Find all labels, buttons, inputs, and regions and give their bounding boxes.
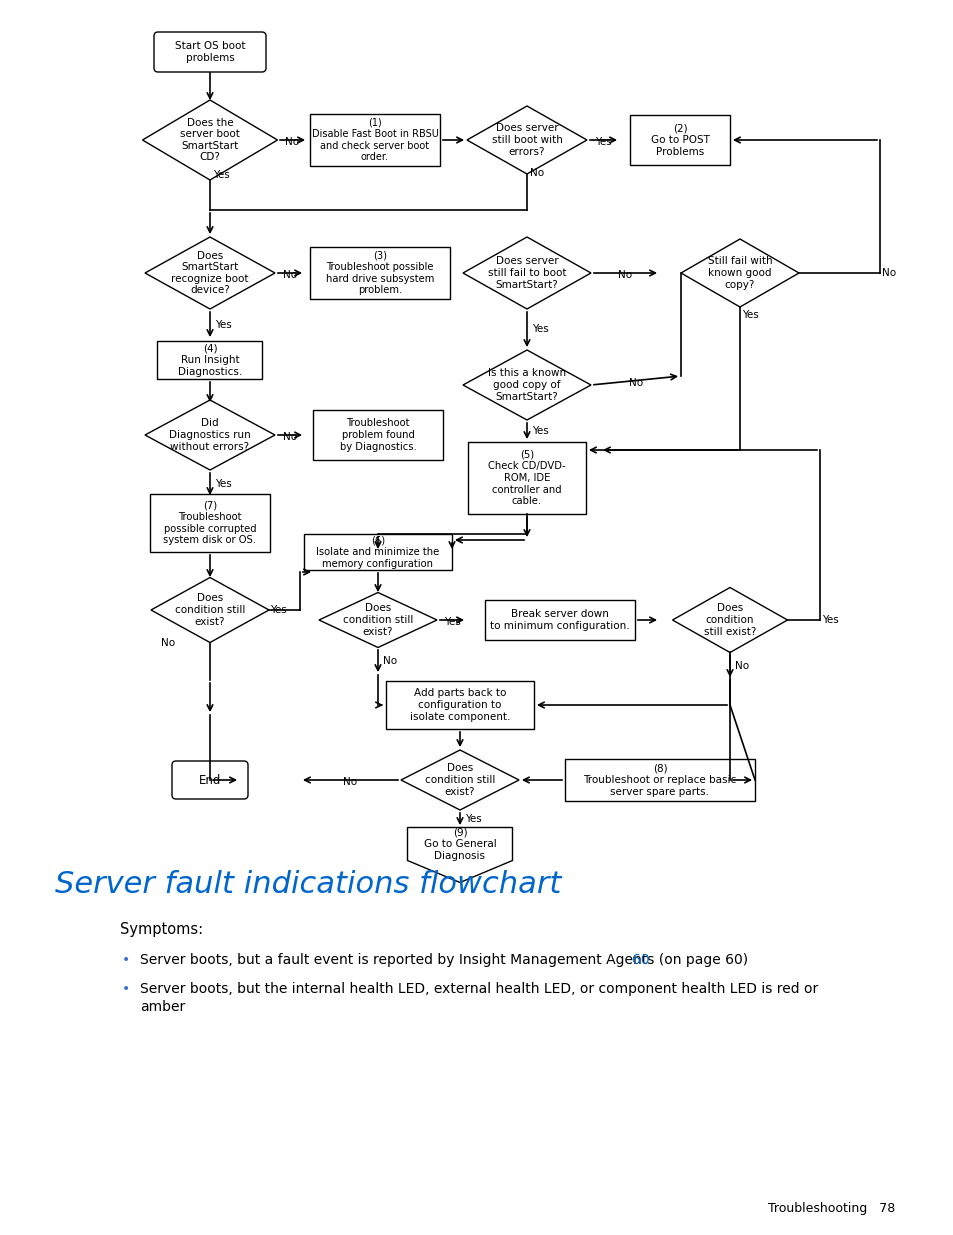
Text: No: No	[628, 378, 642, 388]
Text: Server fault indications flowchart: Server fault indications flowchart	[55, 869, 560, 899]
Bar	[564, 760, 754, 802]
Text: Yes: Yes	[532, 426, 548, 436]
Bar	[310, 114, 439, 165]
Bar	[150, 494, 270, 552]
Bar	[157, 341, 262, 379]
Text: (9)
Go to General
Diagnosis: (9) Go to General Diagnosis	[423, 827, 496, 861]
Text: Did
Diagnostics run
without errors?: Did Diagnostics run without errors?	[169, 419, 251, 452]
Text: Server boots, but the internal health LED, external health LED, or component hea: Server boots, but the internal health LE…	[140, 982, 818, 995]
Text: (6)
Isolate and minimize the
memory configuration: (6) Isolate and minimize the memory conf…	[316, 536, 439, 568]
Text: Still fail with
known good
copy?: Still fail with known good copy?	[707, 257, 772, 289]
Text: Is this a known
good copy of
SmartStart?: Is this a known good copy of SmartStart?	[487, 368, 565, 401]
Text: Yes: Yes	[214, 479, 232, 489]
Text: No: No	[734, 661, 748, 671]
Text: Break server down
to minimum configuration.: Break server down to minimum configurati…	[490, 609, 629, 631]
Text: No: No	[343, 777, 357, 787]
Text: No: No	[283, 270, 296, 280]
Text: Yes: Yes	[595, 137, 611, 147]
Text: Symptoms:: Symptoms:	[120, 923, 203, 937]
Text: Yes: Yes	[741, 310, 758, 320]
Text: Does server
still fail to boot
SmartStart?: Does server still fail to boot SmartStar…	[487, 257, 566, 289]
Text: Does
condition still
exist?: Does condition still exist?	[342, 604, 413, 636]
Text: •: •	[122, 953, 131, 967]
Text: Yes: Yes	[213, 170, 230, 180]
Text: No: No	[285, 137, 299, 147]
Bar	[313, 410, 442, 459]
Text: Troubleshooting   78: Troubleshooting 78	[767, 1202, 894, 1215]
Text: amber: amber	[140, 1000, 185, 1014]
Text: Yes: Yes	[821, 615, 838, 625]
Text: (5)
Check CD/DVD-
ROM, IDE
controller and
cable.: (5) Check CD/DVD- ROM, IDE controller an…	[488, 450, 565, 506]
Text: Does server
still boot with
errors?: Does server still boot with errors?	[491, 124, 562, 157]
Bar	[468, 442, 585, 514]
Text: Does
condition
still exist?: Does condition still exist?	[703, 604, 756, 636]
Text: (4)
Run Insight
Diagnostics.: (4) Run Insight Diagnostics.	[177, 343, 242, 377]
Text: No: No	[161, 638, 174, 648]
Bar	[386, 680, 534, 729]
Text: Server boots, but a fault event is reported by Insight Management Agents (on pag: Server boots, but a fault event is repor…	[140, 953, 747, 967]
Text: 60: 60	[631, 953, 649, 967]
Bar	[629, 115, 729, 165]
Text: Yes: Yes	[270, 605, 287, 615]
Bar	[484, 600, 635, 640]
Text: Yes: Yes	[464, 814, 481, 824]
Text: Yes: Yes	[214, 320, 232, 330]
Text: (3)
Troubleshoot possible
hard drive subsystem
problem.: (3) Troubleshoot possible hard drive sub…	[326, 251, 434, 295]
Text: Yes: Yes	[443, 618, 460, 627]
Text: Start OS boot
problems: Start OS boot problems	[174, 41, 245, 63]
Text: Does
condition still
exist?: Does condition still exist?	[174, 593, 245, 626]
Text: No: No	[530, 168, 543, 178]
Text: (7)
Troubleshoot
possible corrupted
system disk or OS.: (7) Troubleshoot possible corrupted syst…	[163, 500, 256, 546]
Text: (8)
Troubleshoot or replace basic
server spare parts.: (8) Troubleshoot or replace basic server…	[583, 763, 736, 797]
Text: Add parts back to
configuration to
isolate component.: Add parts back to configuration to isola…	[410, 688, 510, 721]
Bar	[304, 534, 452, 571]
Text: No: No	[382, 656, 396, 666]
Text: No: No	[618, 270, 632, 280]
Text: (1)
Disable Fast Boot in RBSU
and check server boot
order.: (1) Disable Fast Boot in RBSU and check …	[312, 117, 438, 162]
Bar	[310, 247, 450, 299]
Text: Does
condition still
exist?: Does condition still exist?	[424, 763, 495, 797]
Text: Does the
server boot
SmartStart
CD?: Does the server boot SmartStart CD?	[180, 117, 240, 162]
Text: •: •	[122, 982, 131, 995]
Text: No: No	[283, 432, 296, 442]
Text: Yes: Yes	[532, 325, 548, 335]
Text: Troubleshoot
problem found
by Diagnostics.: Troubleshoot problem found by Diagnostic…	[339, 419, 416, 452]
Text: End: End	[198, 773, 221, 787]
Text: Does
SmartStart
recognize boot
device?: Does SmartStart recognize boot device?	[172, 251, 249, 295]
Text: (2)
Go to POST
Problems: (2) Go to POST Problems	[650, 124, 709, 157]
Text: No: No	[882, 268, 895, 278]
